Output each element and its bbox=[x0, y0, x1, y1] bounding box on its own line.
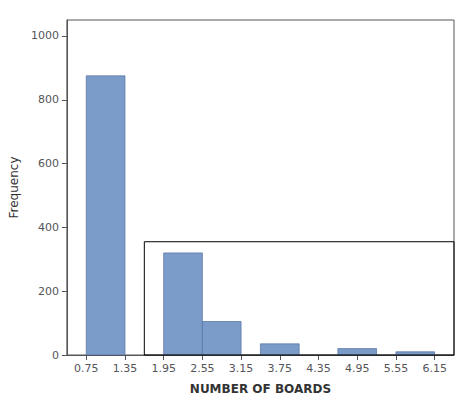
svg-text:1.35: 1.35 bbox=[113, 362, 137, 375]
svg-text:200: 200 bbox=[38, 285, 59, 298]
svg-text:0.75: 0.75 bbox=[74, 362, 99, 375]
svg-text:1000: 1000 bbox=[31, 29, 59, 42]
svg-text:2.55: 2.55 bbox=[190, 362, 215, 375]
svg-text:0: 0 bbox=[52, 349, 59, 362]
svg-text:3.15: 3.15 bbox=[229, 362, 254, 375]
svg-text:6.15: 6.15 bbox=[422, 362, 447, 375]
svg-text:5.55: 5.55 bbox=[384, 362, 409, 375]
svg-text:NUMBER OF BOARDS: NUMBER OF BOARDS bbox=[190, 382, 331, 396]
svg-text:4.95: 4.95 bbox=[345, 362, 370, 375]
svg-text:400: 400 bbox=[38, 221, 59, 234]
svg-text:3.75: 3.75 bbox=[268, 362, 293, 375]
svg-text:800: 800 bbox=[38, 93, 59, 106]
svg-text:4.35: 4.35 bbox=[306, 362, 331, 375]
svg-text:1.95: 1.95 bbox=[151, 362, 176, 375]
svg-text:Frequency: Frequency bbox=[7, 157, 21, 219]
svg-text:600: 600 bbox=[38, 157, 59, 170]
